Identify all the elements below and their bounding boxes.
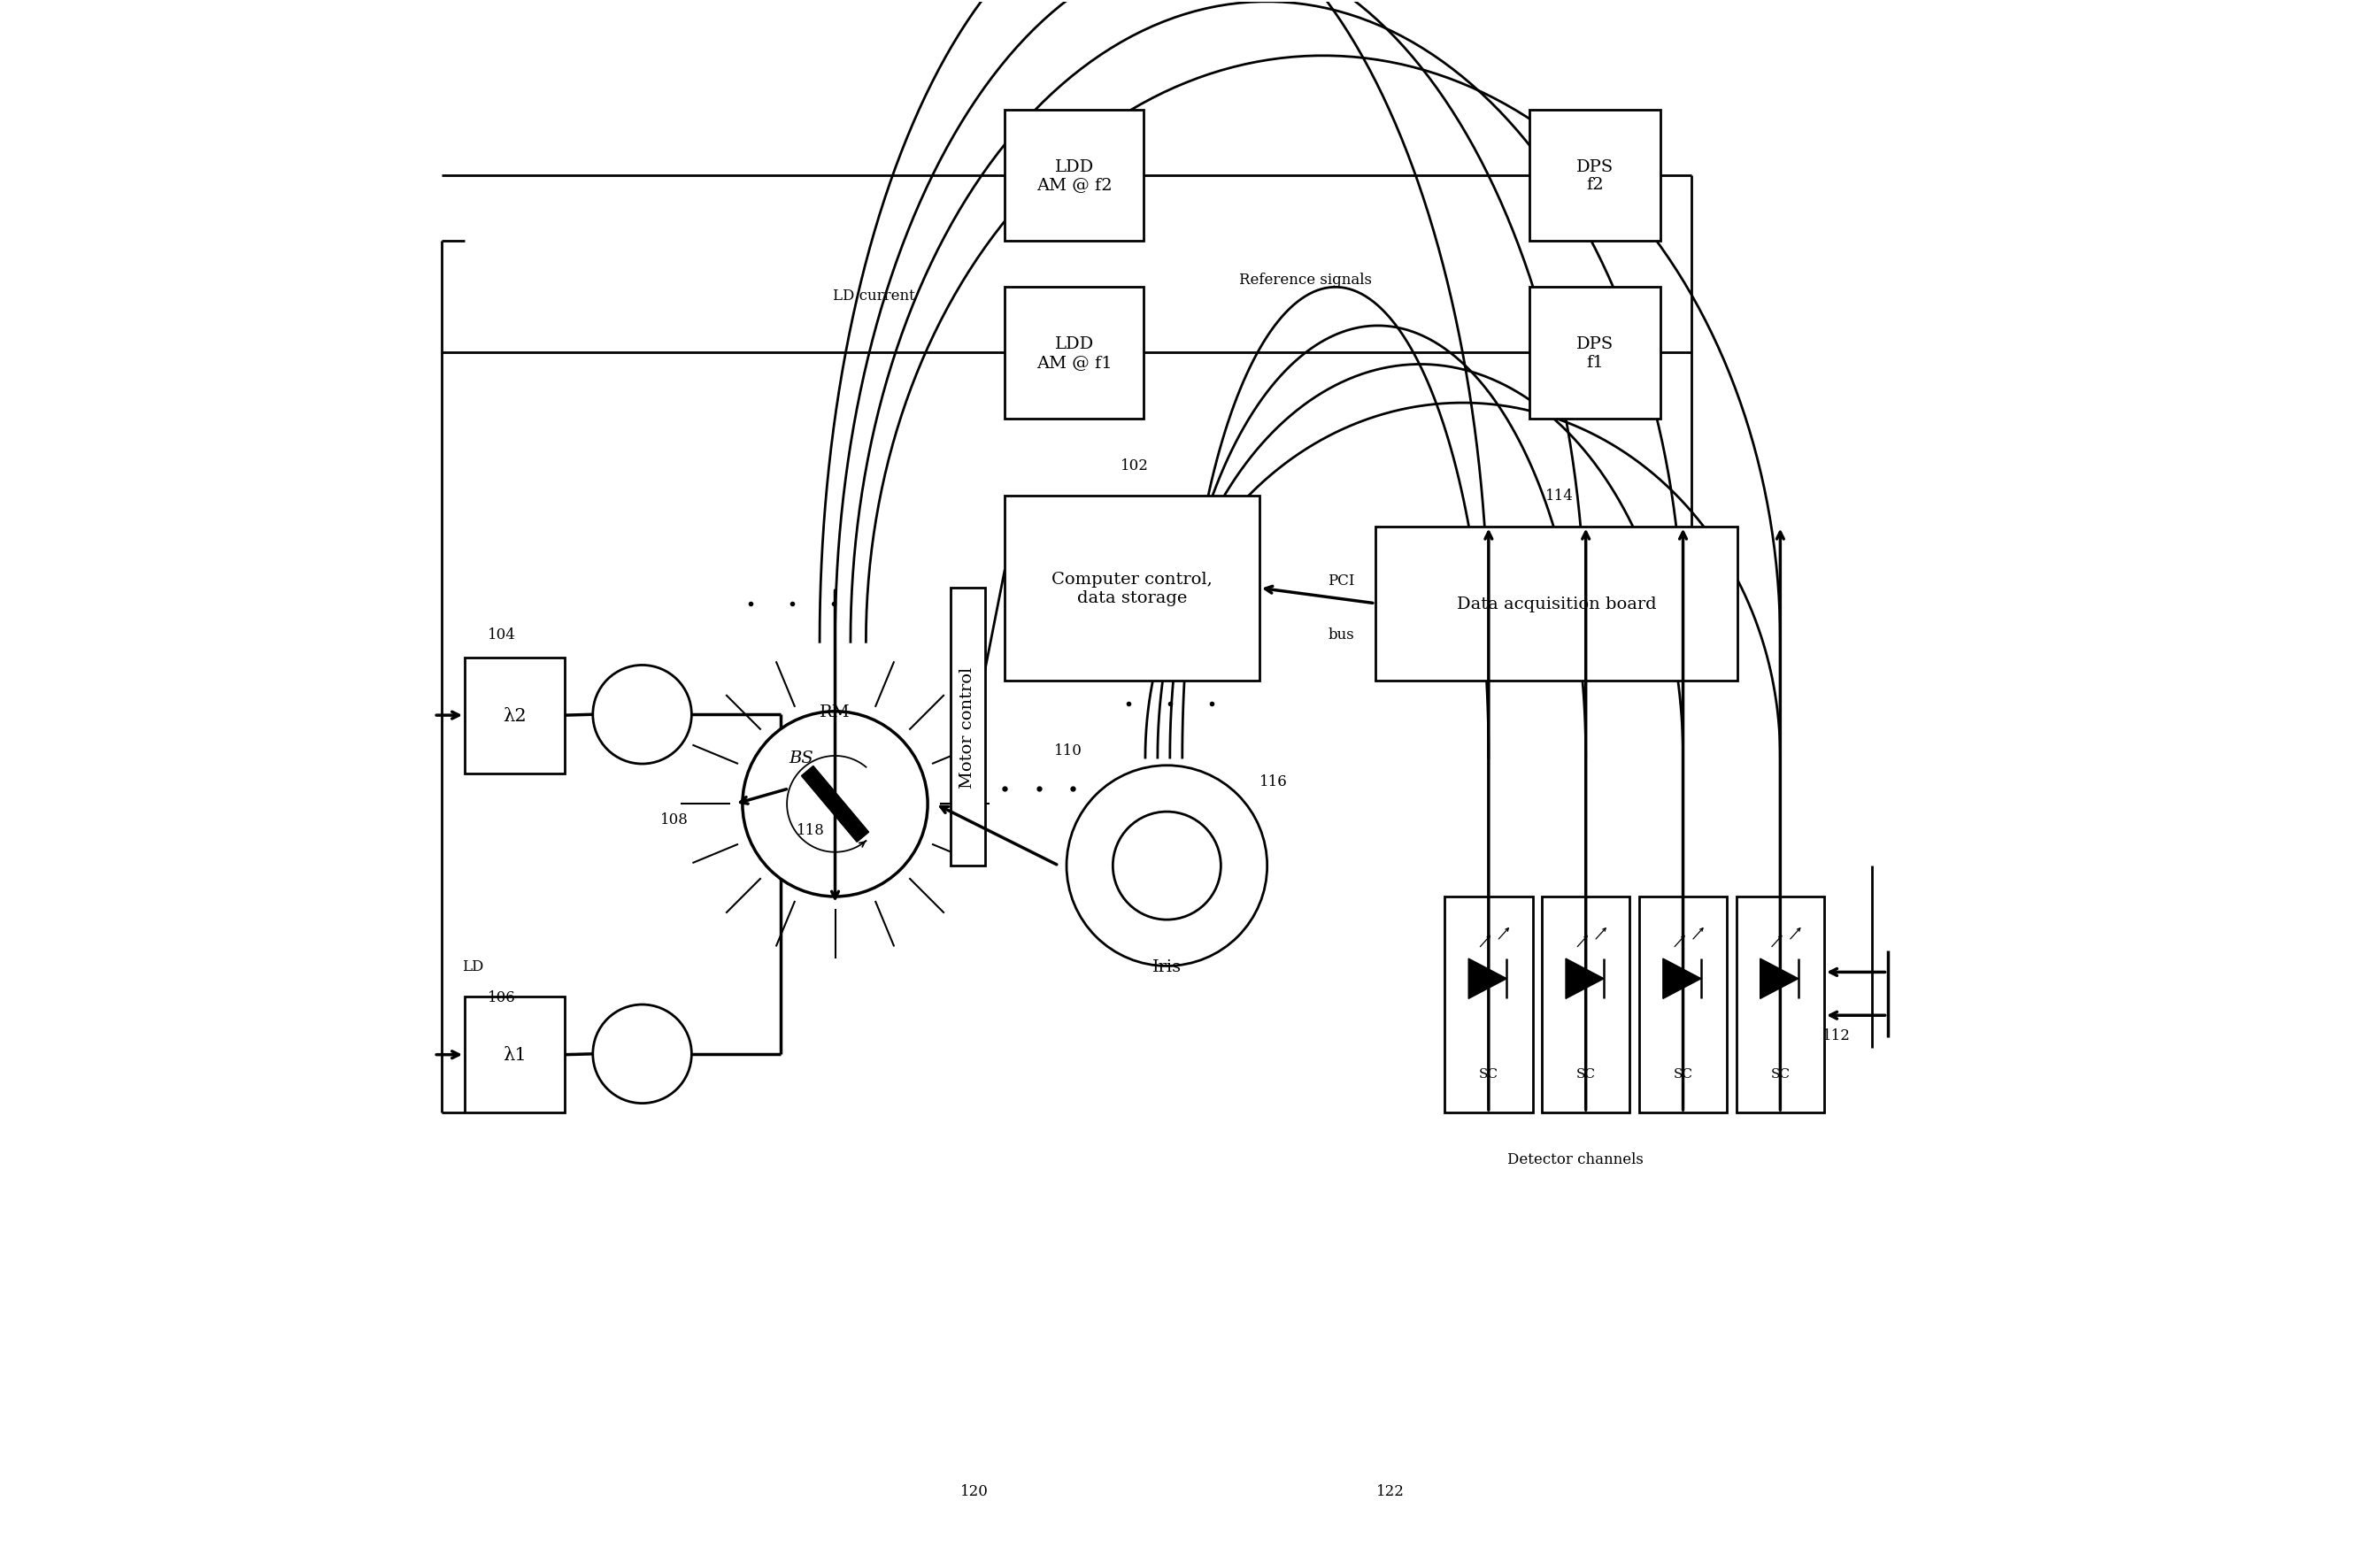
Text: BS: BS xyxy=(788,750,814,766)
Bar xyxy=(952,588,985,866)
Text: LD current: LD current xyxy=(833,288,914,303)
Bar xyxy=(464,998,564,1112)
Text: 120: 120 xyxy=(959,1484,988,1499)
Text: SC: SC xyxy=(1478,1067,1499,1080)
Text: λ2: λ2 xyxy=(502,707,526,724)
Bar xyxy=(1445,897,1533,1112)
Text: Reference signals: Reference signals xyxy=(1240,272,1373,288)
Text: LDD
AM @ f1: LDD AM @ f1 xyxy=(1035,336,1111,370)
Text: 104: 104 xyxy=(488,628,516,642)
Text: Iris: Iris xyxy=(1152,959,1180,975)
Circle shape xyxy=(743,712,928,897)
Bar xyxy=(1640,897,1728,1112)
Text: 112: 112 xyxy=(1823,1029,1852,1043)
Text: Detector channels: Detector channels xyxy=(1507,1151,1645,1166)
Bar xyxy=(1376,528,1737,681)
Circle shape xyxy=(593,665,693,764)
Circle shape xyxy=(593,1006,693,1103)
Text: SC: SC xyxy=(1576,1067,1595,1080)
Text: λ1: λ1 xyxy=(502,1046,526,1063)
Bar xyxy=(1004,288,1145,419)
Text: 102: 102 xyxy=(1121,458,1150,473)
Text: PCI: PCI xyxy=(1328,574,1354,588)
Bar xyxy=(1737,897,1823,1112)
Bar xyxy=(464,657,564,774)
Text: LDD
AM @ f2: LDD AM @ f2 xyxy=(1035,159,1111,193)
Bar xyxy=(1004,497,1259,681)
Text: bus: bus xyxy=(1328,627,1354,642)
Polygon shape xyxy=(1566,959,1604,999)
Text: 110: 110 xyxy=(1054,743,1083,758)
Text: LD: LD xyxy=(462,959,483,973)
Text: Data acquisition board: Data acquisition board xyxy=(1457,596,1656,611)
Text: RM: RM xyxy=(819,704,850,719)
Circle shape xyxy=(1114,812,1221,920)
Text: DPS
f1: DPS f1 xyxy=(1576,336,1614,370)
Text: 106: 106 xyxy=(488,990,516,1006)
Text: SC: SC xyxy=(1771,1067,1790,1080)
Polygon shape xyxy=(1468,959,1507,999)
Text: SC: SC xyxy=(1673,1067,1692,1080)
Bar xyxy=(1004,110,1145,241)
Text: 118: 118 xyxy=(797,823,826,838)
Text: 114: 114 xyxy=(1545,489,1573,503)
Polygon shape xyxy=(1664,959,1702,999)
Text: 108: 108 xyxy=(659,812,688,828)
Text: 122: 122 xyxy=(1376,1484,1404,1499)
Text: DPS
f2: DPS f2 xyxy=(1576,159,1614,193)
Text: Computer control,
data storage: Computer control, data storage xyxy=(1052,571,1211,605)
Text: 116: 116 xyxy=(1259,774,1288,789)
Bar xyxy=(1530,110,1661,241)
Circle shape xyxy=(1066,766,1266,967)
Bar xyxy=(1542,897,1630,1112)
Bar xyxy=(1530,288,1661,419)
Polygon shape xyxy=(1761,959,1799,999)
Polygon shape xyxy=(802,766,869,843)
Text: Motor control: Motor control xyxy=(959,667,976,787)
